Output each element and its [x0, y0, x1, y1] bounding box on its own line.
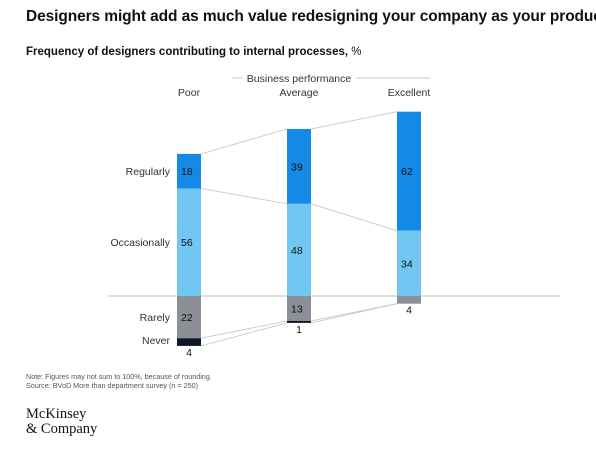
- bar-occasionally-poor: [177, 188, 201, 296]
- mckinsey-logo: McKinsey & Company: [26, 407, 97, 437]
- logo-line-2: & Company: [26, 421, 98, 437]
- subtitle-text: Frequency of designers contributing to i…: [26, 46, 349, 58]
- subtitle-unit: %: [351, 46, 362, 58]
- series-label-never: Never: [142, 335, 171, 347]
- connector-line-1-1: [200, 128, 288, 155]
- connector-line-1-2: [200, 188, 288, 205]
- connector-line-2-2: [310, 203, 398, 232]
- series-label-rarely: Rarely: [140, 312, 171, 324]
- bar-occasionally-average: [287, 203, 311, 296]
- value-label-rarely-poor: 22: [181, 312, 193, 324]
- category-label-excellent: Excellent: [388, 87, 431, 99]
- series-label-occasionally: Occasionally: [110, 237, 170, 249]
- value-label-regularly-poor: 18: [181, 166, 193, 178]
- connector-line-1-3: [200, 320, 288, 339]
- bar-regularly-excellent: [397, 111, 421, 231]
- connector-line-1-4: [200, 322, 288, 347]
- value-label-rarely-average: 13: [291, 303, 303, 315]
- connector-line-2-4: [310, 303, 398, 324]
- bar-regularly-average: [287, 128, 311, 204]
- category-label-poor: Poor: [178, 87, 201, 99]
- note-text: Note: Figures may not sum to 100%, becau…: [26, 372, 212, 381]
- bar-rarely-poor: [177, 296, 201, 339]
- series-label-regularly: Regularly: [126, 166, 171, 178]
- logo-line-1: McKinsey: [26, 406, 87, 422]
- bar-never-average: [287, 320, 311, 323]
- chart-subtitle: Frequency of designers contributing to i…: [26, 46, 362, 58]
- bar-rarely-average: [287, 296, 311, 321]
- source-text: Source: BVoD More than department survey…: [26, 381, 198, 390]
- value-label-regularly-excellent: 62: [401, 166, 413, 178]
- x-axis-title: Business performance: [247, 73, 352, 85]
- value-label-occasionally-poor: 56: [181, 237, 193, 249]
- category-label-average: Average: [280, 87, 319, 99]
- value-label-occasionally-excellent: 34: [401, 258, 413, 270]
- connector-line-2-1: [310, 111, 398, 130]
- chart-title: Designers might add as much value redesi…: [26, 8, 596, 25]
- bar-never-poor: [177, 338, 201, 346]
- value-label-regularly-average: 39: [291, 161, 303, 173]
- value-label-occasionally-average: 48: [291, 245, 303, 257]
- value-label-never-poor: 4: [186, 347, 192, 359]
- footnote: Note: Figures may not sum to 100%, becau…: [26, 372, 212, 390]
- bar-occasionally-excellent: [397, 230, 421, 296]
- bar-rarely-excellent: [397, 296, 421, 304]
- bar-regularly-poor: [177, 153, 201, 189]
- value-label-never-average: 1: [296, 324, 302, 336]
- value-label-rarely-excellent: 4: [406, 305, 412, 317]
